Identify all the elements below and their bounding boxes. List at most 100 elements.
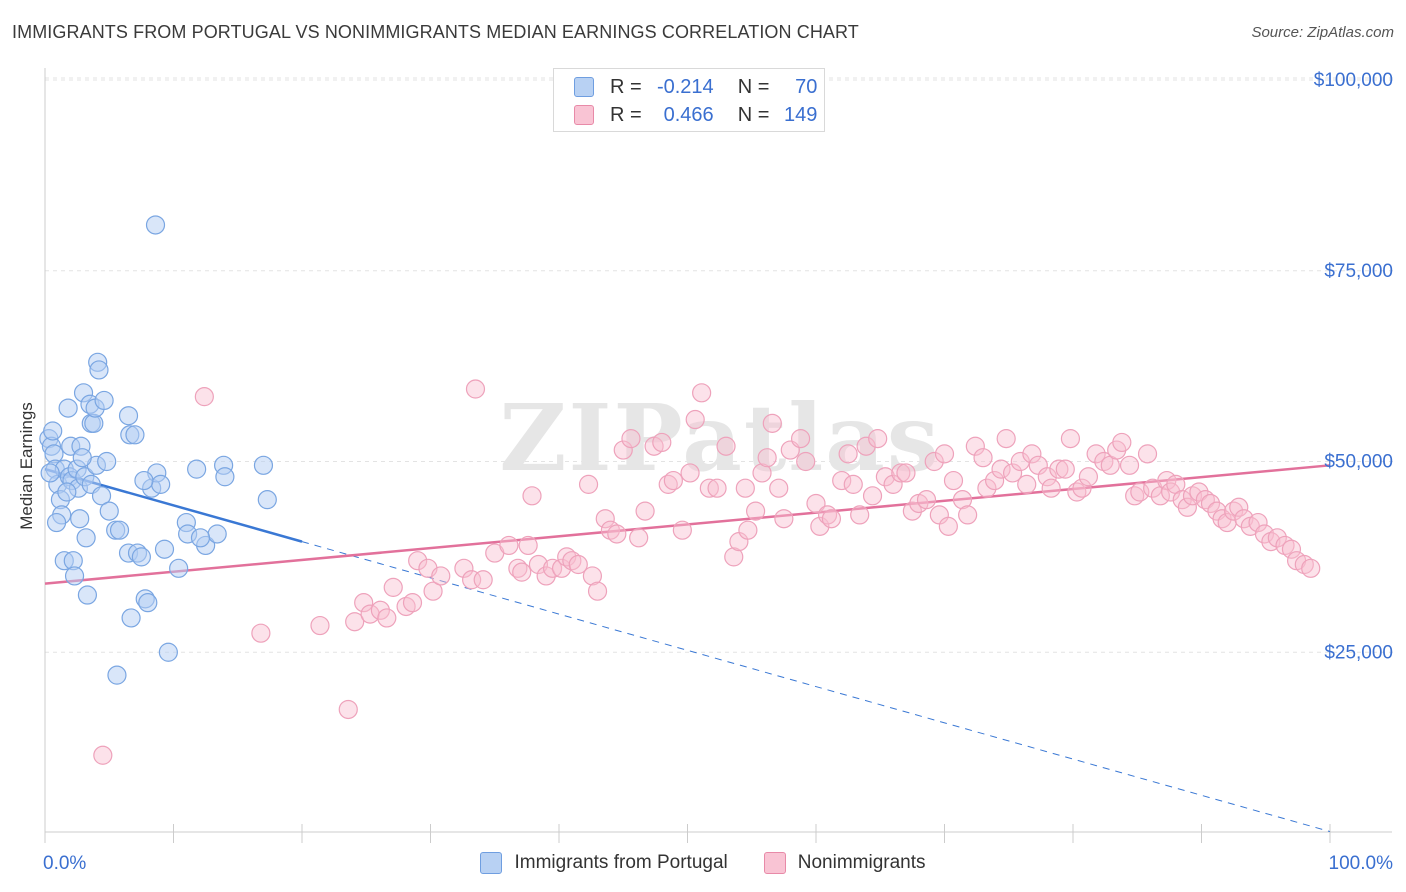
legend-r-label: R = xyxy=(610,103,642,126)
nonimmigrant-point xyxy=(832,470,852,491)
nonimmigrant-point xyxy=(568,554,588,575)
legend-row-immigrants: R = -0.214 N = 70 xyxy=(574,75,817,99)
immigrant-point xyxy=(215,467,235,487)
nonimmigrants-trend-line xyxy=(44,464,1331,585)
nonimmigrant-point xyxy=(1195,490,1215,510)
nonimmigrant-point xyxy=(1234,509,1254,529)
nonimmigrant-point xyxy=(1086,444,1106,464)
nonimmigrant-point xyxy=(338,699,358,720)
nonimmigrant-point xyxy=(916,490,937,510)
nonimmigrant-point xyxy=(408,551,428,571)
nonimmigrant-point xyxy=(1229,497,1249,517)
immigrant-point xyxy=(89,360,109,380)
nonimmigrant-point xyxy=(1301,558,1321,578)
nonimmigrant-point xyxy=(454,558,474,578)
nonimmigrant-point xyxy=(528,554,549,575)
nonimmigrant-point xyxy=(377,608,397,628)
nonimmigrant-point xyxy=(958,505,978,525)
nonimmigrant-point xyxy=(938,516,958,536)
nonimmigrant-point xyxy=(310,615,330,636)
immigrant-point xyxy=(109,520,130,540)
nonimmigrant-point xyxy=(473,570,493,590)
immigrant-point xyxy=(125,425,145,445)
nonimmigrant-point xyxy=(613,440,633,460)
y-tick-label: $50,000 xyxy=(1324,452,1393,473)
nonimmigrant-point xyxy=(652,432,672,453)
nonimmigrant-point xyxy=(607,524,627,544)
nonimmigrant-point xyxy=(1224,501,1244,521)
immigrant-point xyxy=(99,501,119,521)
nonimmigrant-point xyxy=(1254,524,1275,544)
immigrant-point xyxy=(97,451,117,472)
nonimmigrant-point xyxy=(821,509,842,529)
nonimmigrant-point xyxy=(93,745,113,765)
immigrant-point xyxy=(118,406,139,426)
nonimmigrant-point xyxy=(1017,474,1037,494)
legend-r-value-blue: -0.214 xyxy=(656,75,714,98)
nonimmigrant-point xyxy=(431,566,451,586)
legend-swatch-blue xyxy=(480,852,503,874)
immigrant-point xyxy=(253,455,274,475)
nonimmigrant-point xyxy=(699,478,719,498)
nonimmigrant-point xyxy=(512,562,532,582)
immigrant-point xyxy=(40,463,60,483)
immigrant-point xyxy=(257,490,277,510)
nonimmigrant-point xyxy=(582,566,603,586)
nonimmigrant-point xyxy=(850,505,870,525)
nonimmigrant-point xyxy=(769,478,789,498)
nonimmigrant-point xyxy=(465,379,486,399)
nonimmigrant-point xyxy=(499,535,519,556)
legend-swatch-pink xyxy=(763,852,786,874)
nonimmigrant-point xyxy=(891,463,911,483)
nonimmigrant-point xyxy=(774,509,794,529)
nonimmigrant-point xyxy=(423,581,443,601)
y-tick-label: $100,000 xyxy=(1314,70,1393,91)
x-tick-label: 0.0% xyxy=(43,853,86,874)
nonimmigrant-point xyxy=(977,478,997,498)
nonimmigrant-point xyxy=(875,467,895,487)
nonimmigrant-point xyxy=(1003,463,1023,483)
immigrant-point xyxy=(57,482,77,502)
nonimmigrant-point xyxy=(965,436,985,456)
nonimmigrant-point xyxy=(1137,444,1158,464)
legend-label-immigrants: Immigrants from Portugal xyxy=(514,852,728,873)
immigrant-point xyxy=(154,539,175,559)
nonimmigrant-point xyxy=(1067,482,1087,502)
nonimmigrant-point xyxy=(716,436,736,456)
trend-lines xyxy=(44,464,1331,833)
nonimmigrant-point xyxy=(663,470,683,491)
immigrant-point xyxy=(190,528,211,548)
immigrant-point xyxy=(72,448,92,468)
nonimmigrant-point xyxy=(680,463,700,483)
legend-r-value-pink: 0.466 xyxy=(663,103,714,126)
nonimmigrant-point xyxy=(1119,455,1140,475)
legend-item-nonimmigrants[interactable]: Nonimmigrants xyxy=(763,852,926,874)
nonimmigrant-point xyxy=(672,520,692,540)
nonimmigrant-point xyxy=(943,470,964,491)
legend-item-immigrants[interactable]: Immigrants from Portugal xyxy=(480,852,728,874)
nonimmigrant-point xyxy=(856,436,876,456)
immigrant-point xyxy=(58,398,78,418)
nonimmigrant-point xyxy=(1049,459,1069,479)
series-legend: Immigrants from Portugal Nonimmigrants xyxy=(0,852,1406,874)
nonimmigrant-point xyxy=(658,474,678,494)
nonimmigrant-point xyxy=(996,429,1016,449)
nonimmigrant-point xyxy=(762,413,782,433)
nonimmigrant-point xyxy=(707,478,727,498)
nonimmigrant-point xyxy=(587,581,608,601)
legend-label-nonimmigrants: Nonimmigrants xyxy=(797,852,926,873)
nonimmigrant-point xyxy=(508,558,528,578)
nonimmigrant-point xyxy=(1041,478,1061,498)
nonimmigrant-point xyxy=(1130,482,1150,502)
legend-r-label: R = xyxy=(610,75,642,98)
nonimmigrant-point xyxy=(985,470,1005,491)
nonimmigrant-point xyxy=(1078,467,1099,487)
immigrant-point xyxy=(46,512,67,533)
nonimmigrant-point xyxy=(1189,482,1209,502)
immigrant-point xyxy=(145,215,166,235)
nonimmigrant-point xyxy=(1177,497,1197,517)
nonimmigrant-point xyxy=(883,474,903,494)
nonimmigrant-point xyxy=(557,547,577,567)
nonimmigrant-point xyxy=(1112,432,1132,453)
y-tick-label: $75,000 xyxy=(1324,261,1393,282)
